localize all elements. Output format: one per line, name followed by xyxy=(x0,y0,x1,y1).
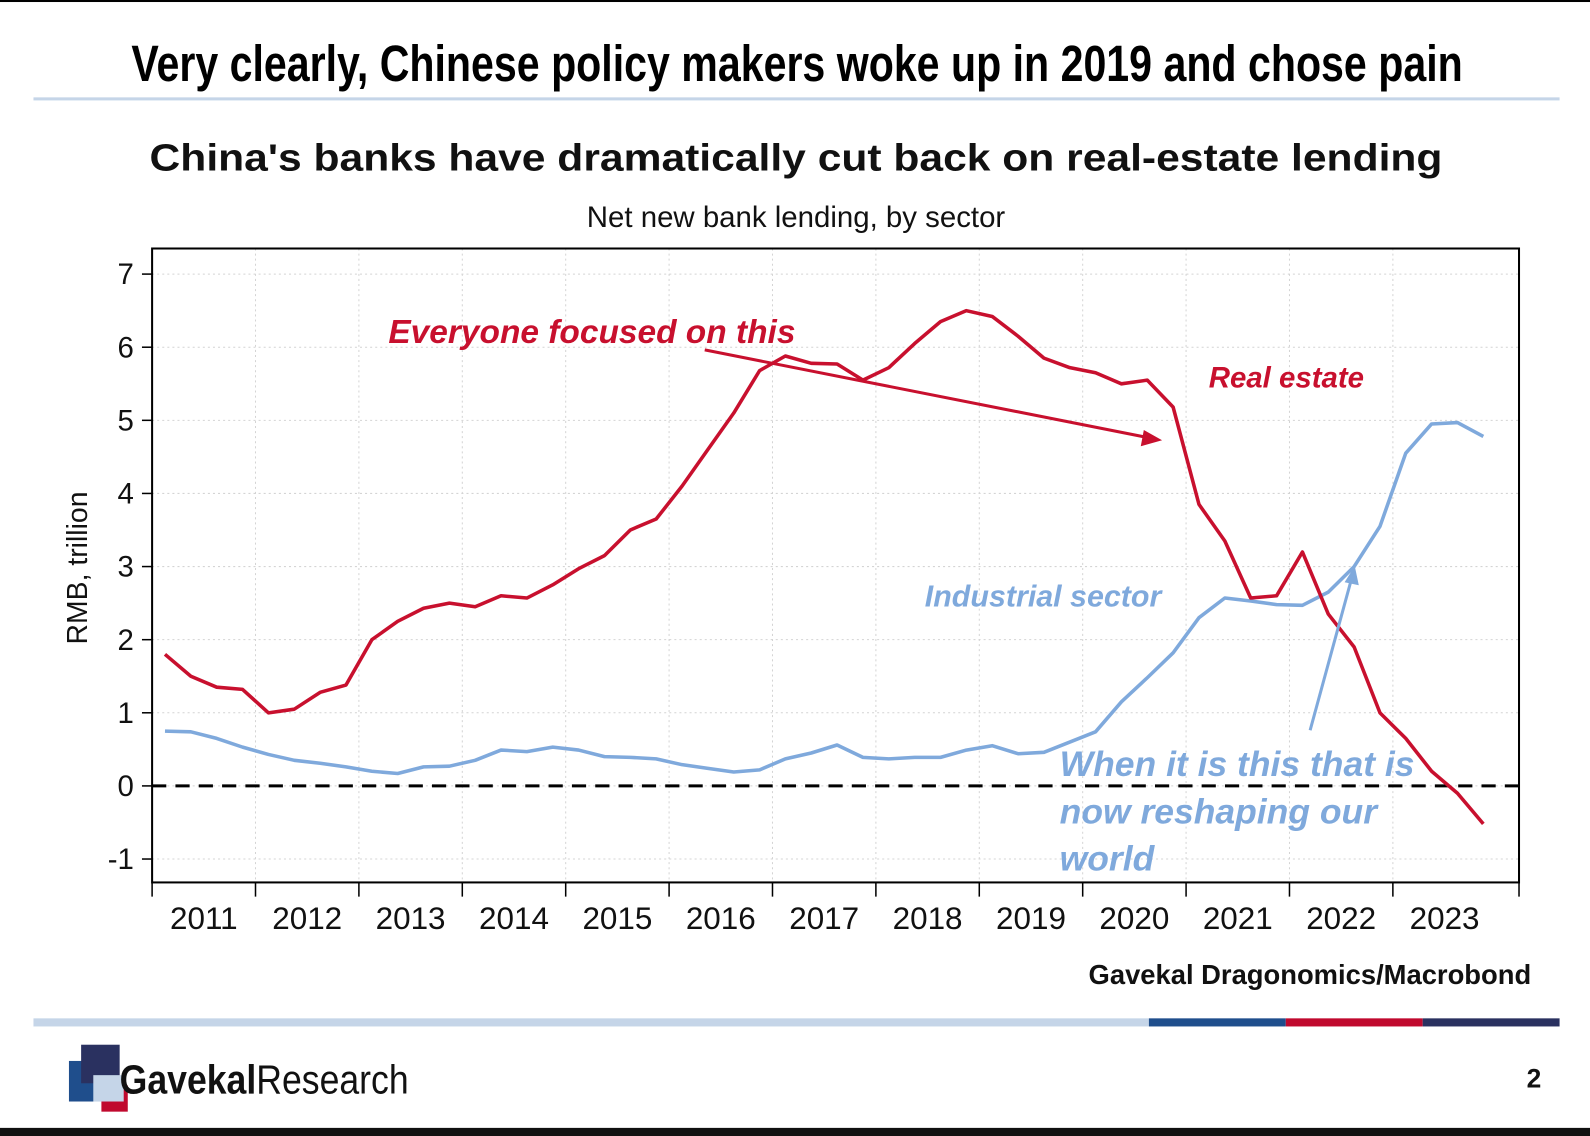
annotation-line: now reshaping our xyxy=(1060,792,1380,832)
chart-title: China's banks have dramatically cut back… xyxy=(150,136,1443,178)
x-tick-label: 2014 xyxy=(479,901,549,936)
x-tick-label: 2018 xyxy=(893,901,963,936)
x-tick-label: 2012 xyxy=(272,901,342,936)
title-rule xyxy=(33,97,1560,101)
footer-bar xyxy=(1148,1018,1286,1027)
annotation-line: world xyxy=(1060,838,1156,878)
arrow xyxy=(1308,577,1354,731)
source: Gavekal Dragonomics/Macrobond xyxy=(1089,959,1532,990)
plot: -1 0 1 2 3 4 5 6 7 2011 2012 2013 2014 2015 2016 2017 20… xyxy=(108,247,1521,936)
annotation-line: When it is this that is xyxy=(1060,744,1415,784)
x-tick-label: 2017 xyxy=(789,901,859,936)
page-number: 2 xyxy=(1527,1063,1542,1093)
series-line xyxy=(164,420,1485,776)
arrow-head xyxy=(1140,430,1163,447)
footer-bar xyxy=(33,1018,1149,1027)
y-tick-label: 3 xyxy=(117,551,133,584)
x-tick-label: 2022 xyxy=(1306,901,1376,936)
arrow-head xyxy=(1344,565,1359,586)
bottom-border xyxy=(0,1127,1590,1136)
logo-text: GavekalResearch xyxy=(120,1056,409,1102)
y-tick-label: -1 xyxy=(108,843,134,876)
y-axis-label: RMB, trillion xyxy=(62,492,94,645)
footer-bar xyxy=(1285,1018,1423,1027)
chart-subtitle: Net new bank lending, by sector xyxy=(587,201,1006,234)
annotation: Everyone focused on this xyxy=(388,314,795,351)
x-tick-label: 2013 xyxy=(376,901,446,936)
footer-bar xyxy=(1422,1018,1560,1027)
y-tick-label: 6 xyxy=(117,331,133,364)
series-line xyxy=(163,308,1485,826)
x-tick-label: 2015 xyxy=(582,901,652,936)
y-tick-label: 7 xyxy=(117,258,133,291)
x-tick-label: 2019 xyxy=(996,901,1066,936)
series-label: Industrial sector xyxy=(925,580,1164,614)
y-tick-label: 5 xyxy=(117,404,133,437)
x-tick-label: 2011 xyxy=(170,901,238,936)
plot-frame xyxy=(151,247,1521,884)
x-tick-label: 2016 xyxy=(686,901,756,936)
slide-title: Very clearly, Chinese policy makers woke… xyxy=(131,35,1462,92)
y-tick-label: 0 xyxy=(117,770,133,803)
y-tick-label: 1 xyxy=(117,697,133,730)
arrow xyxy=(704,348,1152,440)
logo-brand: Gavekal xyxy=(120,1056,257,1102)
y-tick-label: 4 xyxy=(117,478,133,511)
logo-square xyxy=(93,1075,124,1102)
x-tick-label: 2020 xyxy=(1099,901,1169,936)
top-border xyxy=(0,0,1590,3)
y-tick-label: 2 xyxy=(117,624,133,657)
logo-product: Research xyxy=(256,1056,408,1102)
series-label: Real estate xyxy=(1209,361,1364,394)
x-tick-label: 2021 xyxy=(1203,901,1273,936)
x-tick-label: 2023 xyxy=(1410,901,1480,936)
